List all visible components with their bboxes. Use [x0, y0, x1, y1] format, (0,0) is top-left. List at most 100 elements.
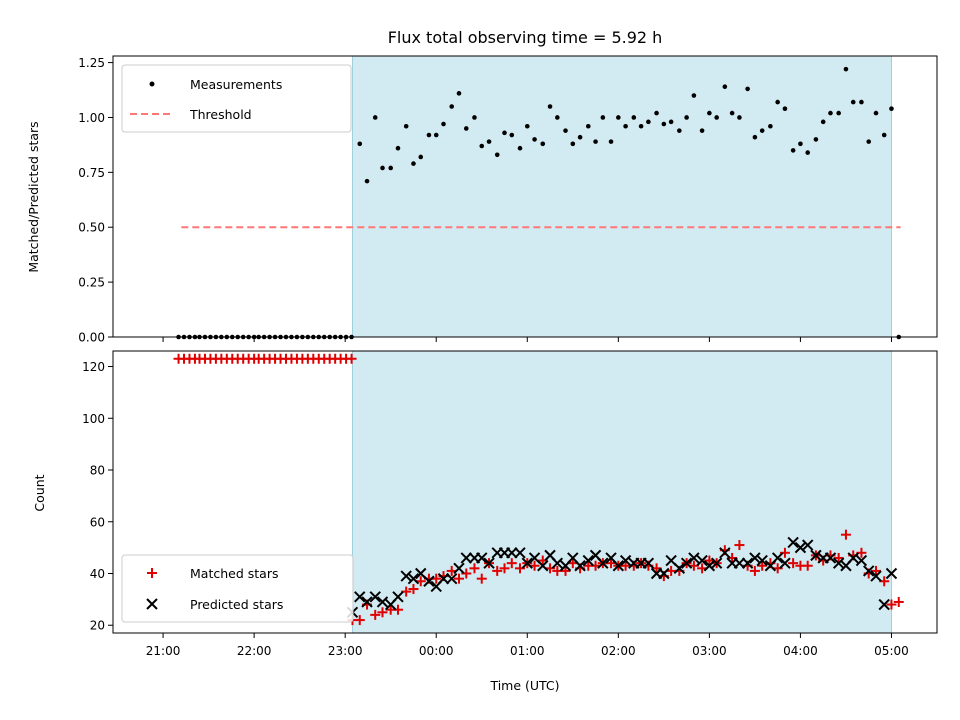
ratio-point [608, 139, 614, 144]
predicted-star-point [400, 570, 412, 582]
ratio-point [502, 130, 507, 136]
ratio-point [472, 115, 477, 120]
cross-stroke-b [749, 552, 761, 564]
cross-stroke-b [445, 572, 458, 585]
cross-stroke-b [605, 552, 617, 564]
cross-stroke-b [361, 596, 373, 608]
ratio-point [661, 121, 667, 127]
cross-stroke-b [551, 557, 564, 569]
matched-star-point [886, 599, 897, 610]
legend-matched-marker [147, 568, 157, 578]
predicted-star-point [733, 557, 746, 569]
ratio-point [654, 110, 659, 116]
ratio-point [813, 137, 819, 142]
ratio-point [357, 141, 363, 147]
top-y-tick-label: 0.50 [78, 221, 105, 235]
predicted-star-point [787, 536, 799, 549]
x-tick-label: 21:00 [146, 644, 181, 658]
predicted-star-point [521, 557, 533, 569]
matched-star-point [802, 560, 813, 571]
matched-star-point [560, 565, 571, 576]
top-axes-frame [112, 55, 938, 338]
x-tick-label: 02:00 [601, 644, 636, 658]
bottom-y-ticks: 20 40 60 80 100 120 [82, 360, 113, 633]
ratio-point [418, 154, 424, 160]
ratio-point [388, 165, 394, 171]
cross-stroke-b [544, 549, 556, 562]
ratio-point [380, 165, 385, 171]
bottom-y-tick-label: 120 [82, 360, 105, 374]
top-y-axis-label: Matched/Predicted stars [26, 121, 41, 272]
ratio-point [585, 123, 591, 129]
cross-stroke-b [506, 547, 518, 559]
ratio-point [456, 91, 462, 96]
cross-stroke-b [528, 552, 541, 564]
ratio-point [638, 123, 644, 129]
predicted-star-point [832, 557, 845, 569]
predicted-star-point [855, 554, 868, 567]
bottom-y-tick-label: 100 [82, 412, 105, 426]
predicted-star-point [878, 598, 890, 611]
matched-star-point [370, 609, 381, 620]
ratio-point [737, 115, 742, 120]
cross-stroke-b [863, 565, 875, 577]
cross-stroke-b [824, 552, 837, 564]
matched-star-point [377, 607, 388, 618]
predicted-star-point [756, 554, 768, 567]
ratio-point [570, 141, 576, 147]
predicted-star-point [619, 554, 632, 567]
cross-stroke-b [878, 598, 890, 611]
predicted-star-point [703, 560, 716, 572]
ratio-point [798, 141, 803, 147]
cross-stroke-b [802, 539, 814, 551]
ratio-point [850, 99, 856, 105]
cross-stroke-b [885, 567, 898, 580]
ratio-point [486, 139, 492, 144]
x-tick-label: 03:00 [692, 644, 727, 658]
cross-stroke-b [787, 536, 799, 549]
bottom-legend-box [121, 554, 354, 623]
ratio-point [873, 110, 879, 116]
matched-star-point [893, 596, 904, 607]
predicted-star-point [794, 541, 807, 554]
ratio-point [668, 119, 674, 125]
matched-star-point [840, 529, 851, 540]
matched-star-point [506, 558, 517, 569]
cross-stroke-b [400, 570, 412, 582]
legend-plus [147, 568, 157, 578]
ratio-point [441, 121, 446, 127]
x-tick-label: 05:00 [874, 644, 909, 658]
cross-stroke-b [696, 554, 708, 567]
ratio-point [479, 143, 485, 149]
bottom-y-tick-label: 60 [90, 515, 105, 529]
cross-stroke-b [476, 552, 488, 564]
ratio-point [828, 110, 833, 116]
x-tick-label: 00:00 [419, 644, 454, 658]
bottom-x-ticks: 21:00 22:00 23:00 00:00 01:00 02:00 03:00 04:00… [146, 633, 909, 658]
predicted-star-point [870, 570, 882, 582]
predicted-star-point [354, 591, 366, 603]
matched-star-point [476, 573, 487, 584]
predicted-star-point [612, 560, 625, 572]
cross-stroke-b [521, 557, 533, 569]
predicted-star-point [885, 567, 898, 580]
ratio-point [782, 106, 788, 111]
bottom-y-tick-label: 80 [90, 464, 105, 478]
cross-stroke-b [771, 552, 784, 564]
bottom-legend: Matched stars Predicted stars [121, 554, 354, 623]
predicted-star-point [537, 560, 549, 572]
ratio-point [509, 132, 515, 138]
matched-star-point [469, 563, 480, 574]
legend-predicted-label: Predicted stars [190, 597, 283, 612]
bottom-axes-frame [112, 350, 938, 634]
ratio-point [714, 115, 719, 120]
ratio-point [684, 115, 689, 120]
matched-star-point [833, 552, 844, 563]
ratio-point [745, 86, 750, 92]
ratio-point [555, 115, 560, 120]
predicted-star-point [407, 572, 420, 585]
cross-stroke-b [688, 552, 700, 564]
predicted-star-point [423, 575, 435, 587]
legend-predicted-marker [146, 598, 158, 610]
